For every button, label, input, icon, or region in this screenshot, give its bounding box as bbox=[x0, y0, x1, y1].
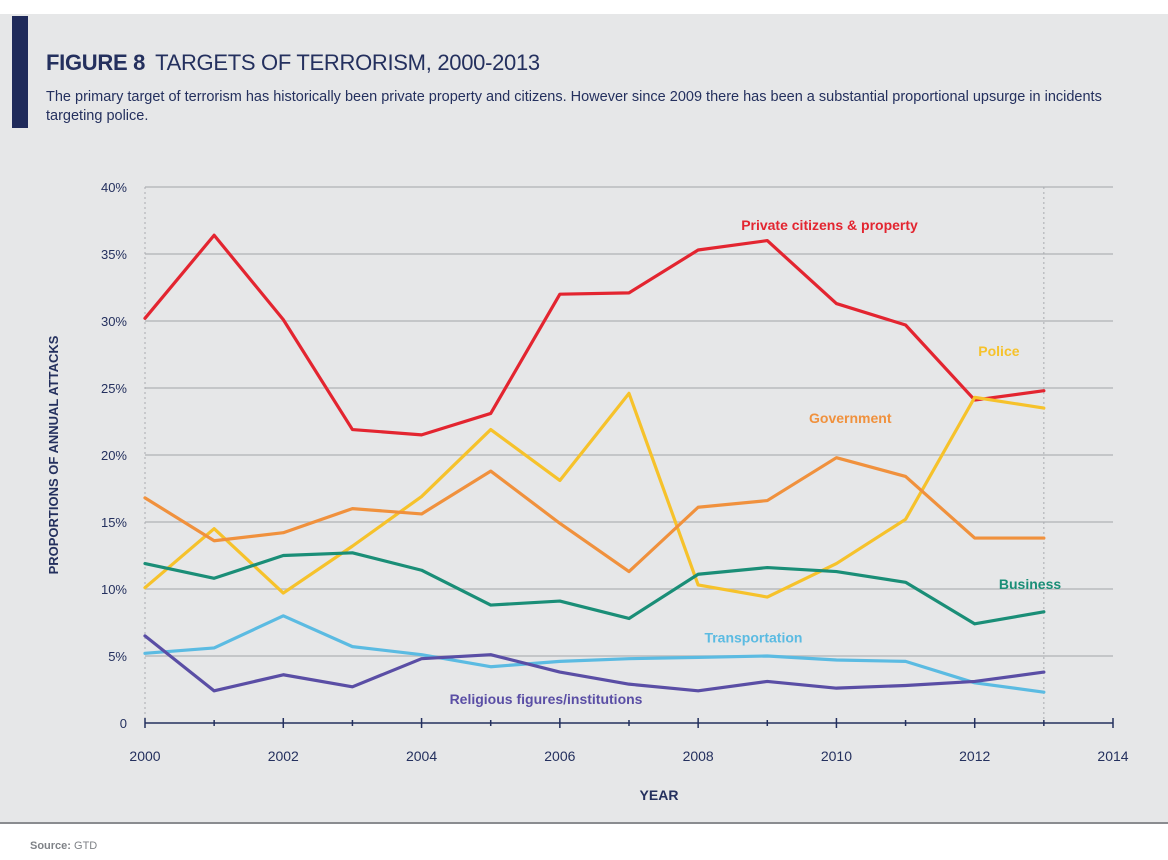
series-label: Religious figures/institutions bbox=[450, 691, 643, 707]
top-strip bbox=[0, 0, 1168, 14]
y-tick-label: 30% bbox=[101, 314, 127, 329]
x-tick-label: 2012 bbox=[959, 748, 990, 764]
x-tick-label: 2002 bbox=[268, 748, 299, 764]
x-tick-label: 2014 bbox=[1097, 748, 1128, 764]
series-lines bbox=[143, 233, 1046, 694]
series-label: Police bbox=[978, 343, 1019, 359]
figure-subtitle: The primary target of terrorism has hist… bbox=[46, 89, 1102, 124]
series-label: Government bbox=[809, 410, 892, 426]
y-tick-label: 20% bbox=[101, 448, 127, 463]
figure-number: FIGURE 8 bbox=[46, 50, 146, 75]
footer-divider bbox=[0, 822, 1168, 824]
source-note: Source: GTD bbox=[30, 840, 97, 852]
series-label: Business bbox=[999, 576, 1061, 592]
series-label: Private citizens & property bbox=[741, 217, 918, 233]
figure-title: FIGURE 8 TARGETS OF TERRORISM, 2000-2013 bbox=[46, 50, 540, 76]
x-tick-label: 2004 bbox=[406, 748, 437, 764]
x-tick-label: 2000 bbox=[129, 748, 160, 764]
y-tick-label: 5% bbox=[108, 649, 127, 664]
series-line-5 bbox=[143, 634, 1046, 693]
series-label: Transportation bbox=[704, 630, 802, 646]
x-axis-title: YEAR bbox=[640, 787, 679, 803]
series-line-4 bbox=[143, 614, 1046, 694]
series-line-1 bbox=[143, 391, 1046, 599]
x-tick-label: 2008 bbox=[683, 748, 714, 764]
axes: 0 5% 10% 15% 20% 25% 30% 35% 40% 2000 2002 2004 2006… bbox=[46, 180, 1129, 803]
y-tick-label: 40% bbox=[101, 180, 127, 195]
y-tick-label: 10% bbox=[101, 582, 127, 597]
series-line-2 bbox=[143, 456, 1046, 574]
figure-title-text: TARGETS OF TERRORISM, 2000-2013 bbox=[155, 50, 540, 75]
x-tick-label: 2010 bbox=[821, 748, 852, 764]
y-tick-label: 0 bbox=[120, 716, 127, 731]
y-tick-label: 25% bbox=[101, 381, 127, 396]
y-axis-title: PROPORTIONS OF ANNUAL ATTACKS bbox=[46, 335, 61, 574]
gridlines bbox=[144, 186, 1113, 723]
y-tick-label: 35% bbox=[101, 247, 127, 262]
source-value: GTD bbox=[74, 840, 98, 852]
series-labels: Private citizens & property Police Governm… bbox=[450, 217, 1062, 707]
source-label: Source: bbox=[30, 840, 71, 852]
accent-bar bbox=[12, 16, 28, 128]
series-line-3 bbox=[143, 551, 1046, 626]
footer bbox=[0, 824, 1168, 860]
x-tick-label: 2006 bbox=[544, 748, 575, 764]
y-tick-label: 15% bbox=[101, 515, 127, 530]
series-line-0 bbox=[143, 233, 1046, 437]
